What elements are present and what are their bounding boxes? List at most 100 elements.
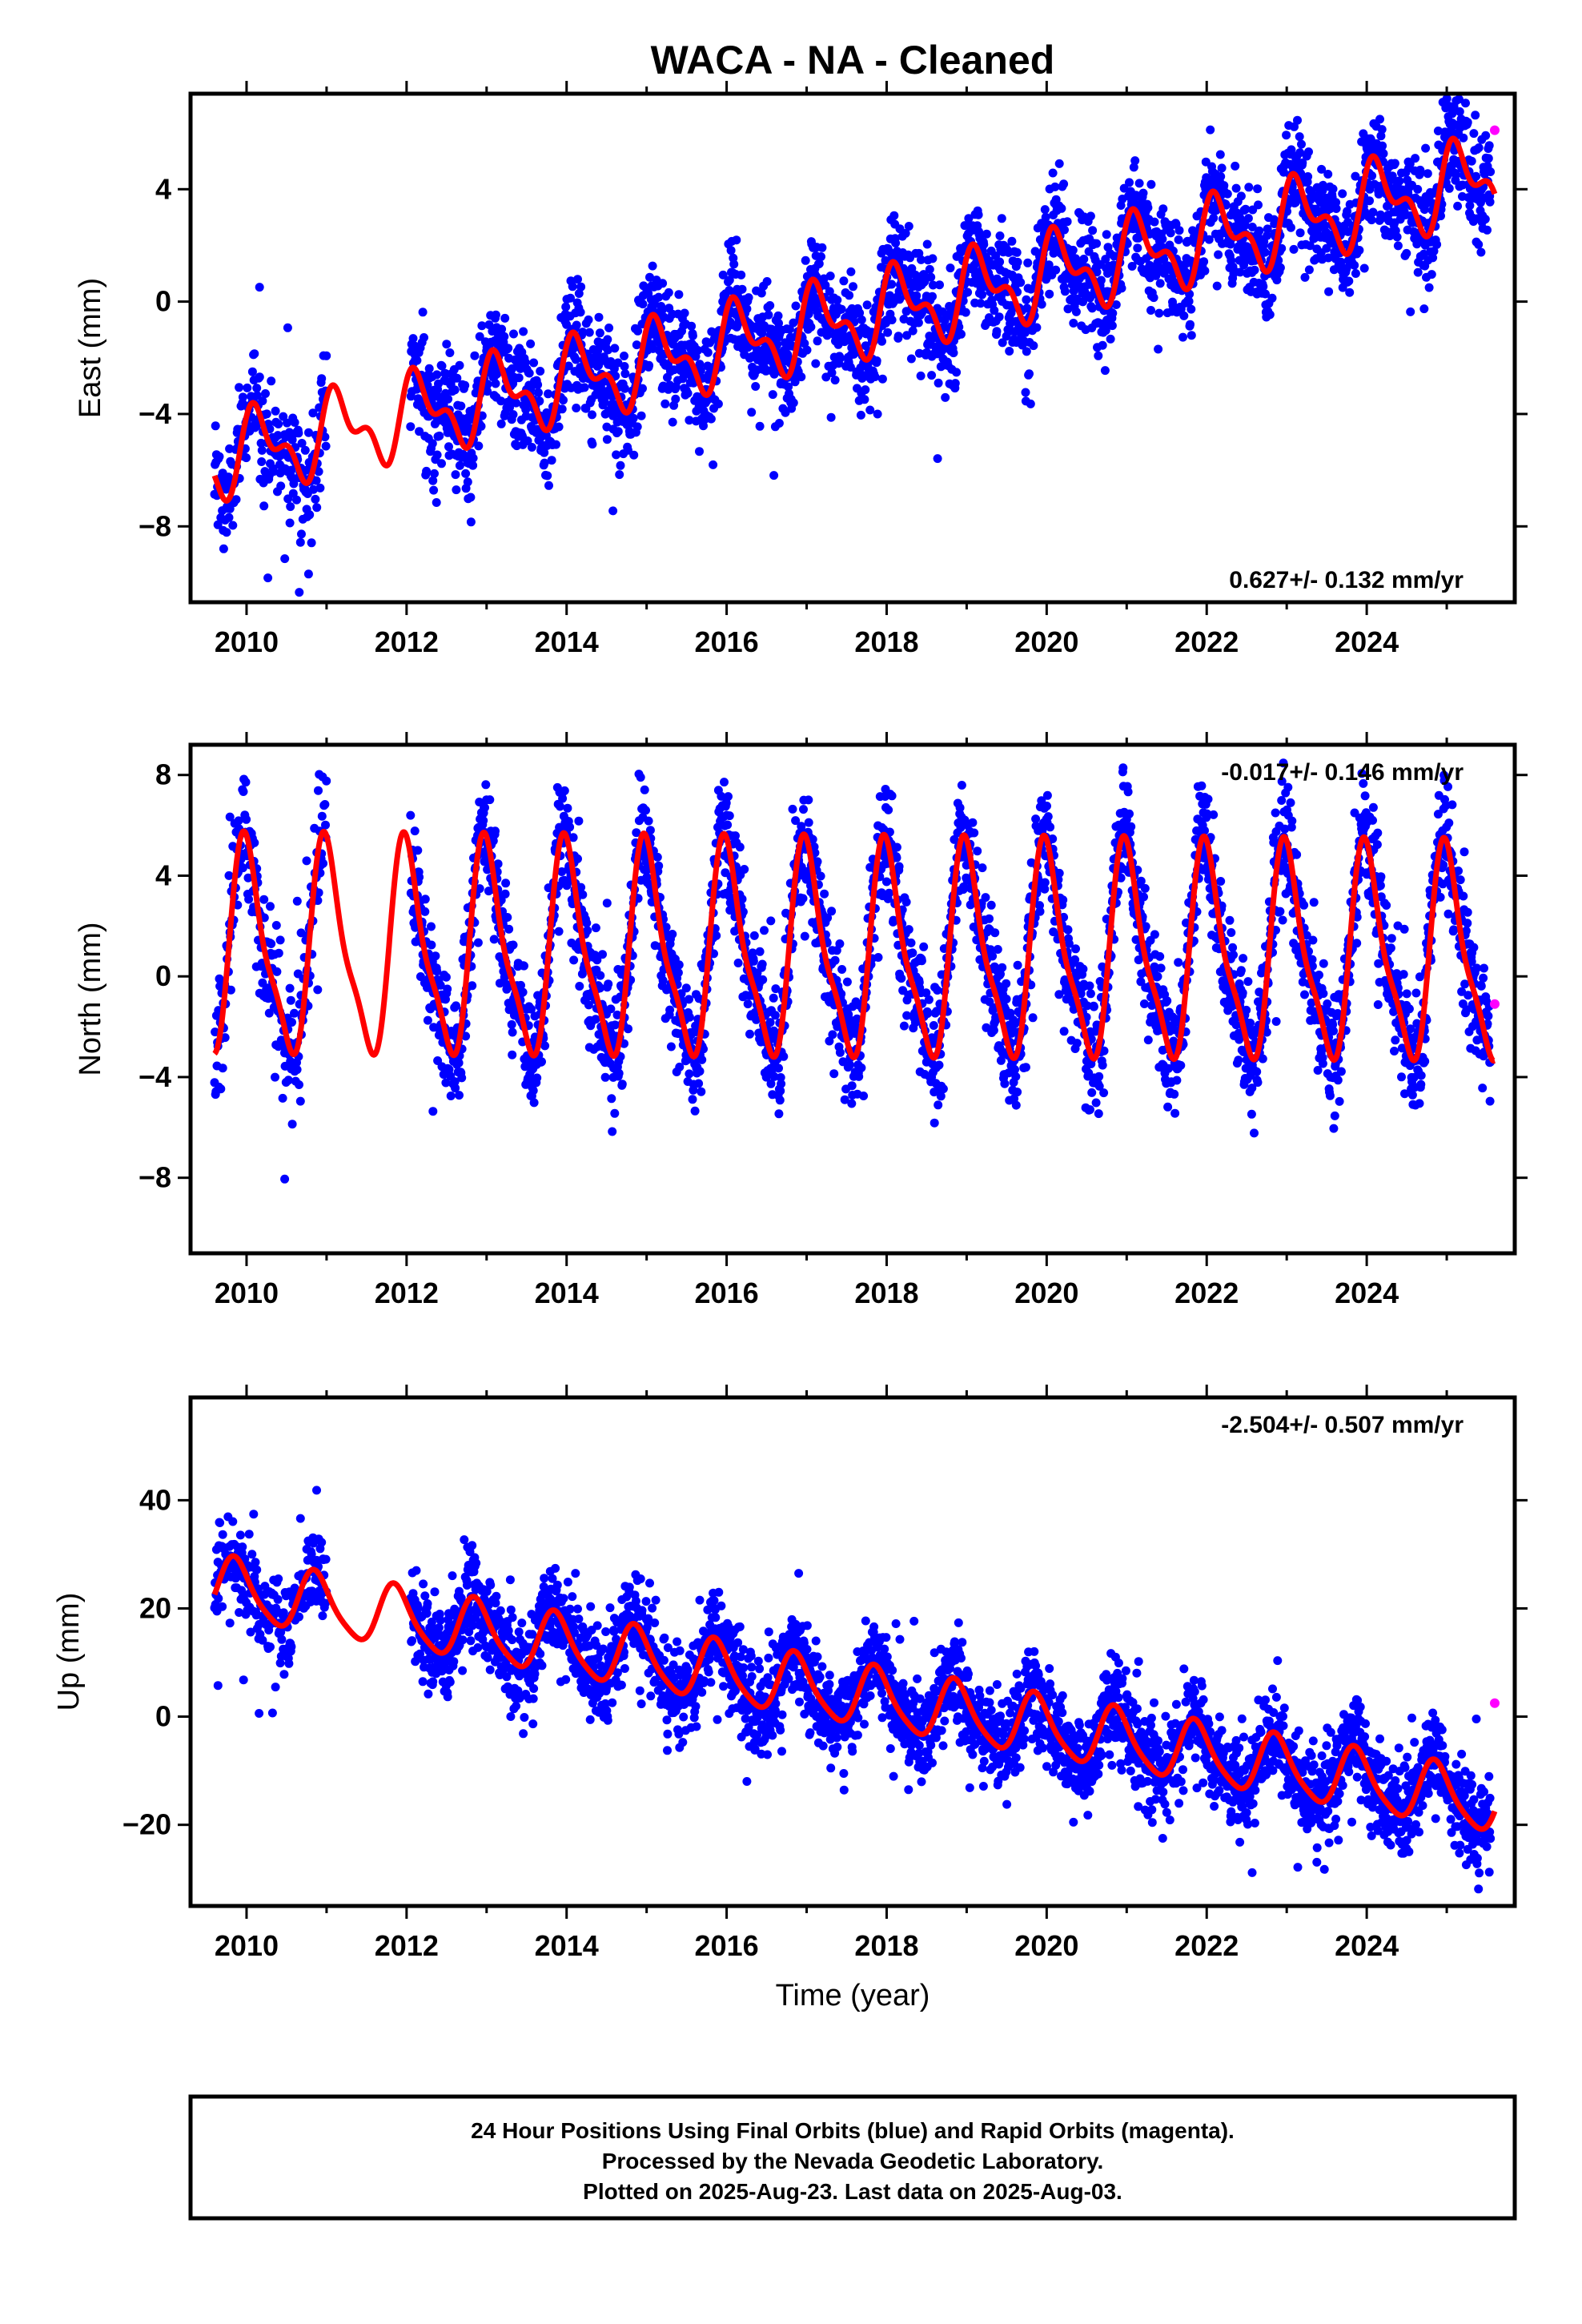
east-final-orbit-point bbox=[432, 450, 442, 460]
east-final-orbit-point bbox=[315, 483, 325, 493]
east-final-orbit-point bbox=[252, 391, 262, 400]
east-final-orbit-point bbox=[683, 388, 693, 398]
north-final-orbit-point bbox=[697, 1055, 707, 1064]
east-final-orbit-point bbox=[290, 418, 299, 427]
east-final-orbit-point bbox=[687, 321, 697, 331]
north-final-orbit-point bbox=[292, 1065, 302, 1075]
east-final-orbit-point bbox=[1130, 156, 1140, 166]
north-final-orbit-point bbox=[830, 955, 840, 965]
north-final-orbit-point bbox=[774, 1109, 784, 1119]
north-final-orbit-point bbox=[302, 856, 311, 866]
east-final-orbit-point bbox=[941, 392, 950, 402]
east-final-orbit-point bbox=[1483, 225, 1492, 235]
north-final-orbit-point bbox=[690, 1106, 700, 1116]
east-final-orbit-point bbox=[470, 351, 480, 360]
east-final-orbit-point bbox=[312, 503, 322, 513]
east-final-orbit-point bbox=[1179, 311, 1189, 320]
east-final-orbit-point bbox=[964, 214, 974, 223]
east-final-orbit-point bbox=[1023, 258, 1033, 267]
north-final-orbit-point bbox=[272, 967, 282, 976]
east-final-orbit-point bbox=[540, 458, 549, 468]
east-final-orbit-point bbox=[845, 363, 855, 372]
east-final-orbit-point bbox=[418, 308, 428, 317]
east-final-orbit-point bbox=[629, 450, 639, 460]
north-final-orbit-point bbox=[267, 939, 276, 948]
east-final-orbit-point bbox=[922, 239, 932, 249]
north-final-orbit-point bbox=[241, 778, 251, 787]
east-final-orbit-point bbox=[437, 459, 446, 468]
east-final-orbit-point bbox=[806, 322, 816, 332]
east-final-orbit-point bbox=[1111, 300, 1121, 309]
east-final-orbit-point bbox=[891, 239, 901, 247]
east-final-orbit-point bbox=[857, 315, 866, 324]
east-final-orbit-point bbox=[213, 520, 223, 529]
east-final-orbit-point bbox=[1206, 125, 1215, 135]
east-final-orbit-point bbox=[496, 419, 506, 428]
east-final-orbit-point bbox=[1106, 334, 1115, 344]
east-final-orbit-point bbox=[1338, 189, 1347, 199]
north-final-orbit-point bbox=[636, 773, 645, 782]
east-final-orbit-point bbox=[1133, 243, 1142, 253]
north-final-orbit-point bbox=[740, 865, 749, 874]
east-final-orbit-point bbox=[568, 282, 577, 292]
north-final-orbit-point bbox=[278, 1093, 287, 1103]
east-final-orbit-point bbox=[883, 328, 893, 337]
east-final-orbit-point bbox=[571, 355, 580, 364]
east-final-orbit-point bbox=[1300, 272, 1310, 282]
north-final-orbit-point bbox=[885, 888, 893, 898]
east-final-orbit-point bbox=[543, 471, 552, 480]
east-final-orbit-point bbox=[572, 404, 581, 412]
east-final-orbit-point bbox=[1260, 247, 1270, 257]
east-final-orbit-point bbox=[1328, 184, 1338, 194]
east-final-orbit-point bbox=[1411, 154, 1420, 163]
north-final-orbit-point bbox=[321, 820, 330, 830]
east-final-orbit-point bbox=[638, 300, 648, 309]
north-final-orbit-point bbox=[904, 925, 913, 935]
east-final-orbit-point bbox=[422, 466, 432, 476]
east-final-orbit-point bbox=[1365, 196, 1374, 206]
east-final-orbit-point bbox=[1021, 388, 1030, 397]
north-final-orbit-point bbox=[788, 804, 797, 814]
north-final-orbit-point bbox=[558, 794, 568, 803]
east-final-orbit-point bbox=[737, 284, 747, 294]
east-final-orbit-point bbox=[508, 410, 518, 420]
east-final-orbit-point bbox=[833, 296, 842, 305]
east-final-orbit-point bbox=[1469, 129, 1479, 139]
east-final-orbit-point bbox=[1480, 215, 1490, 224]
north-final-orbit-point bbox=[423, 1015, 432, 1025]
east-final-orbit-point bbox=[1069, 319, 1078, 328]
east-final-orbit-point bbox=[1263, 231, 1272, 240]
north-final-orbit-point bbox=[857, 1063, 866, 1072]
north-final-orbit-point bbox=[529, 1098, 539, 1108]
north-final-orbit-point bbox=[685, 995, 693, 1004]
east-final-orbit-point bbox=[428, 439, 437, 448]
east-final-orbit-point bbox=[680, 308, 689, 318]
east-final-orbit-point bbox=[1215, 150, 1225, 159]
east-final-orbit-point bbox=[476, 421, 486, 431]
east-final-orbit-point bbox=[995, 231, 1005, 240]
east-final-orbit-point bbox=[509, 329, 518, 339]
east-final-orbit-point bbox=[856, 410, 865, 420]
east-final-orbit-point bbox=[928, 292, 937, 301]
east-final-orbit-point bbox=[573, 275, 582, 284]
east-final-orbit-point bbox=[1022, 347, 1031, 356]
east-final-orbit-point bbox=[881, 255, 890, 265]
north-final-orbit-point bbox=[681, 983, 691, 993]
east-final-orbit-point bbox=[1263, 224, 1272, 234]
east-final-orbit-point bbox=[994, 312, 1004, 322]
north-final-orbit-point bbox=[259, 895, 269, 904]
east-final-orbit-point bbox=[455, 360, 464, 370]
east-final-orbit-point bbox=[1392, 232, 1402, 242]
north-final-orbit-point bbox=[573, 854, 582, 863]
east-final-orbit-point bbox=[916, 371, 926, 380]
east-final-orbit-point bbox=[1235, 267, 1245, 277]
east-final-orbit-point bbox=[566, 293, 575, 303]
north-final-orbit-point bbox=[452, 1001, 460, 1011]
north-final-orbit-point bbox=[775, 1096, 785, 1105]
north-final-orbit-point bbox=[798, 894, 808, 903]
east-final-orbit-point bbox=[768, 390, 777, 400]
east-final-orbit-point bbox=[830, 376, 840, 385]
east-final-orbit-point bbox=[855, 308, 865, 318]
east-final-orbit-point bbox=[865, 405, 875, 415]
north-final-orbit-point bbox=[443, 984, 452, 994]
